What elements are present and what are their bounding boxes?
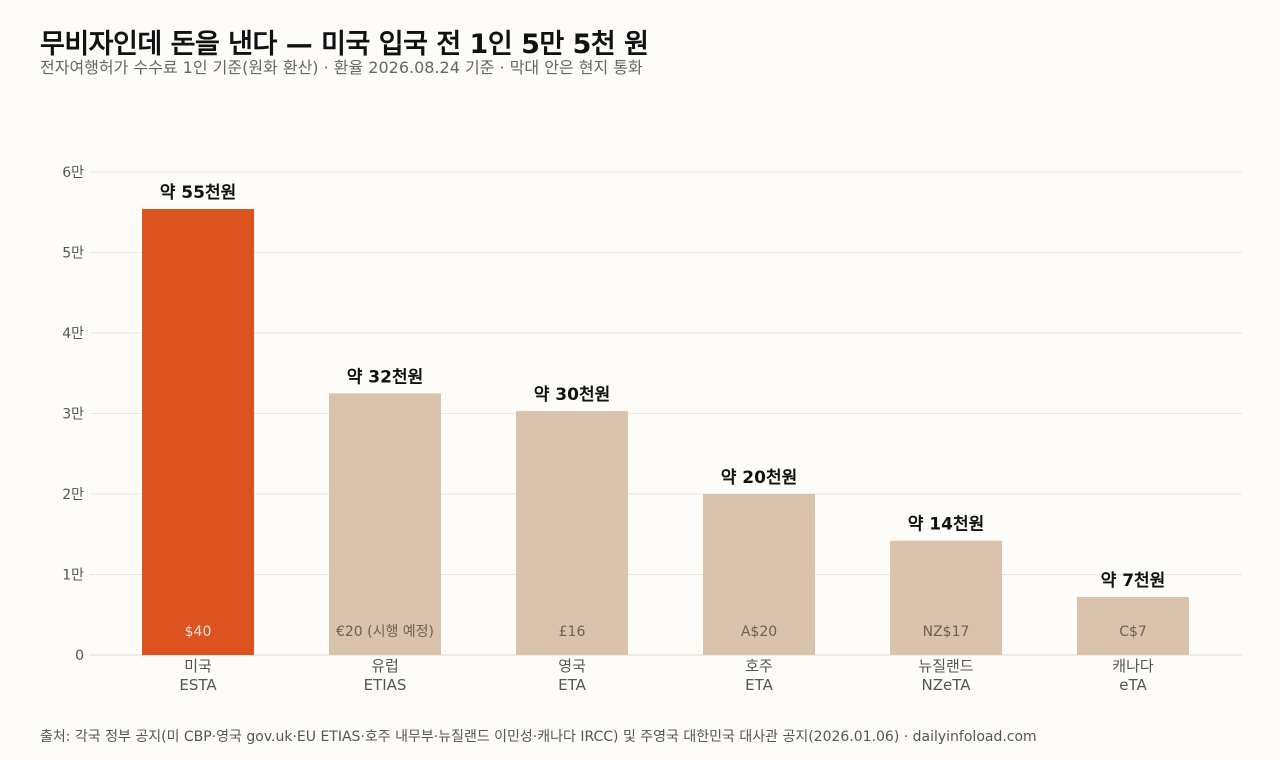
x-category-label: NZeTA: [922, 676, 972, 694]
bar-value-label: 약 20천원: [721, 467, 798, 488]
bar-local-currency-label: €20 (시행 예정): [336, 624, 434, 640]
x-category-label: ETA: [745, 676, 773, 694]
bar-local-currency-label: £16: [559, 624, 586, 640]
source-note: 출처: 각국 정부 공지(미 CBP·영국 gov.uk·EU ETIAS·호주…: [40, 729, 1037, 745]
x-category-label: ETIAS: [364, 676, 407, 694]
x-category-label: 뉴질랜드: [918, 657, 973, 675]
bar: [516, 411, 628, 655]
chart-subtitle: 전자여행허가 수수료 1인 기준(원화 환산) · 환율 2026.08.24 …: [40, 58, 643, 77]
bar: [142, 209, 254, 655]
bar-value-label: 약 14천원: [908, 514, 985, 535]
y-tick-label: 2만: [62, 487, 84, 503]
bar: [329, 393, 441, 655]
x-category-label: 영국: [558, 657, 586, 675]
bar-value-label: 약 32천원: [347, 366, 424, 387]
bar: [890, 540, 1002, 655]
x-category-label: 캐나다: [1112, 657, 1154, 675]
chart-title: 무비자인데 돈을 낸다 — 미국 입국 전 1인 5만 5천 원: [40, 29, 649, 60]
x-category-label: 유럽: [371, 657, 399, 675]
y-tick-label: 1만: [62, 568, 84, 584]
x-category-label: 미국: [184, 657, 212, 675]
bar-local-currency-label: A$20: [741, 624, 777, 640]
y-tick-label: 3만: [62, 407, 84, 423]
bar-value-label: 약 7천원: [1101, 570, 1166, 591]
bar: [703, 494, 815, 655]
x-category-label: 호주: [745, 657, 773, 675]
y-tick-label: 6만: [62, 165, 84, 181]
y-tick-label: 0: [75, 648, 84, 664]
bar-local-currency-label: NZ$17: [923, 624, 970, 640]
x-category-label: eTA: [1119, 676, 1147, 694]
bar-local-currency-label: $40: [185, 624, 212, 640]
bar-value-label: 약 30천원: [534, 384, 611, 405]
y-tick-label: 5만: [62, 246, 84, 262]
bar-value-label: 약 55천원: [160, 182, 237, 203]
x-category-label: ETA: [558, 676, 586, 694]
y-tick-label: 4만: [62, 326, 84, 342]
bar-local-currency-label: C$7: [1119, 624, 1147, 640]
x-category-label: ESTA: [179, 676, 217, 694]
bar: [1077, 597, 1189, 655]
